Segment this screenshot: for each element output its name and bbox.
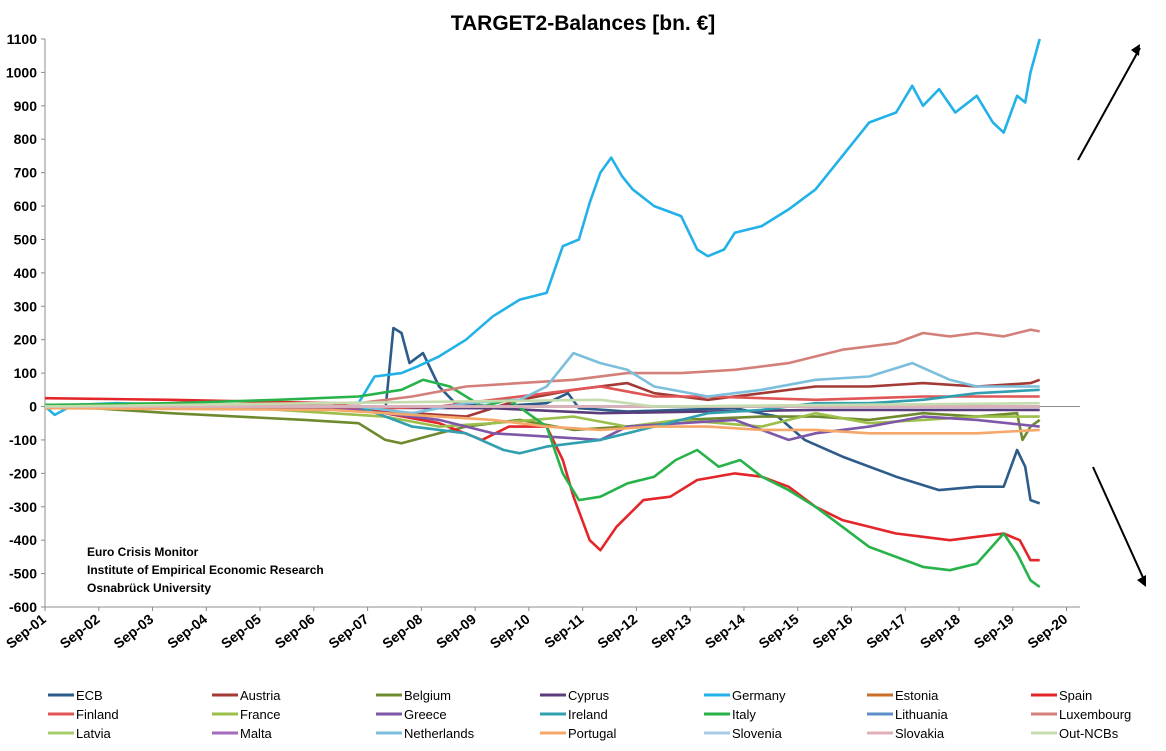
x-tick-label: Sep-08 [379, 611, 425, 652]
legend-label: Slovakia [895, 726, 945, 741]
legend-label: ECB [76, 688, 103, 703]
y-tick-label: 200 [14, 332, 38, 348]
legend-label: Estonia [895, 688, 939, 703]
series-line-ireland [45, 388, 1040, 455]
legend-label: France [240, 707, 280, 722]
y-tick-label: -600 [9, 599, 37, 615]
legend-label: Finland [76, 707, 119, 722]
up-arrow-head-icon [1131, 44, 1140, 56]
y-tick-label: -200 [9, 465, 37, 481]
series-line-luxembourg [44, 328, 1040, 408]
legend-label: Slovenia [732, 726, 783, 741]
y-tick-label: 400 [14, 265, 38, 281]
series-line-ecb [45, 326, 1041, 505]
legend-label: Italy [732, 707, 756, 722]
series-line-germany [44, 38, 1041, 417]
annotation-line: Osnabrück University [87, 581, 211, 595]
legend-label: Out-NCBs [1059, 726, 1119, 741]
down-arrow-head-icon [1137, 575, 1146, 587]
legend-label: Austria [240, 688, 281, 703]
legend-label: Lithuania [895, 707, 949, 722]
y-tick-label: 300 [14, 298, 38, 314]
legend-label: Belgium [404, 688, 451, 703]
chart-title: TARGET2-Balances [bn. €] [451, 12, 716, 35]
legend-label: Portugal [568, 726, 617, 741]
series-line-netherlands [45, 351, 1040, 415]
x-tick-label: Sep-09 [433, 611, 479, 652]
y-tick-label: -400 [9, 532, 37, 548]
legend-label: Netherlands [404, 726, 475, 741]
legend-label: Cyprus [568, 688, 610, 703]
series-line-out-ncbs [44, 398, 1040, 408]
legend-label: Greece [404, 707, 447, 722]
series-line-greece [44, 405, 1040, 442]
x-tick-label: Sep-01 [3, 611, 49, 652]
y-axis-ticks: -600 -500 -400 -300 -200 -100 0 100 200 300 400 500… [6, 31, 45, 615]
x-tick-label: Sep-11 [541, 611, 587, 652]
x-tick-label: Sep-05 [218, 611, 264, 652]
x-axis-ticks: Sep-01 Sep-02 Sep-03 Sep-04 Sep-05 Sep-06 Sep-… [3, 607, 1071, 652]
series-group [44, 38, 1041, 589]
y-tick-label: -300 [9, 499, 37, 515]
legend-label: Malta [240, 726, 273, 741]
x-tick-label: Sep-17 [863, 611, 909, 652]
series-line-cyprus [44, 405, 1040, 415]
y-tick-label: -500 [9, 566, 37, 582]
source-annotation: Euro Crisis Monitor Institute of Empirica… [87, 545, 324, 595]
x-tick-label: Sep-20 [1024, 611, 1070, 652]
annotation-line: Euro Crisis Monitor [87, 545, 199, 559]
legend-label: Spain [1059, 688, 1092, 703]
y-tick-label: 600 [14, 198, 38, 214]
x-tick-label: Sep-15 [756, 611, 802, 652]
legend-label: Germany [732, 688, 786, 703]
x-tick-label: Sep-04 [164, 611, 210, 652]
y-tick-label: 100 [14, 365, 38, 381]
y-tick-label: 1000 [6, 64, 37, 80]
x-tick-label: Sep-03 [110, 611, 156, 652]
annotation-line: Institute of Empirical Economic Research [87, 563, 324, 577]
y-tick-label: 500 [14, 231, 38, 247]
x-tick-label: Sep-14 [702, 611, 748, 652]
x-tick-label: Sep-10 [487, 611, 533, 652]
down-arrow-icon [1092, 466, 1146, 583]
y-tick-label: 0 [29, 399, 37, 415]
x-tick-label: Sep-06 [272, 611, 318, 652]
x-tick-label: Sep-19 [971, 611, 1017, 652]
y-tick-label: 1100 [7, 31, 38, 47]
y-tick-label: -100 [9, 432, 37, 448]
trend-arrows [1077, 44, 1146, 587]
series-line-italy [44, 378, 1041, 589]
x-tick-label: Sep-02 [57, 611, 103, 652]
y-tick-label: 900 [14, 98, 38, 114]
legend: ECB Austria Belgium Cyprus Germany Estonia Spa… [48, 688, 1131, 741]
y-tick-label: 800 [14, 131, 38, 147]
y-tick-label: 700 [14, 165, 38, 181]
up-arrow-icon [1077, 47, 1141, 161]
x-tick-label: Sep-18 [917, 611, 963, 652]
x-tick-label: Sep-13 [648, 611, 694, 652]
series-line-portugal [44, 406, 1040, 435]
legend-label: Ireland [568, 707, 608, 722]
legend-label: Luxembourg [1059, 707, 1131, 722]
x-tick-label: Sep-16 [809, 611, 855, 652]
plot-area [44, 39, 1080, 608]
legend-label: Latvia [76, 726, 111, 741]
x-tick-label: Sep-07 [325, 611, 371, 652]
x-tick-label: Sep-12 [594, 611, 640, 652]
